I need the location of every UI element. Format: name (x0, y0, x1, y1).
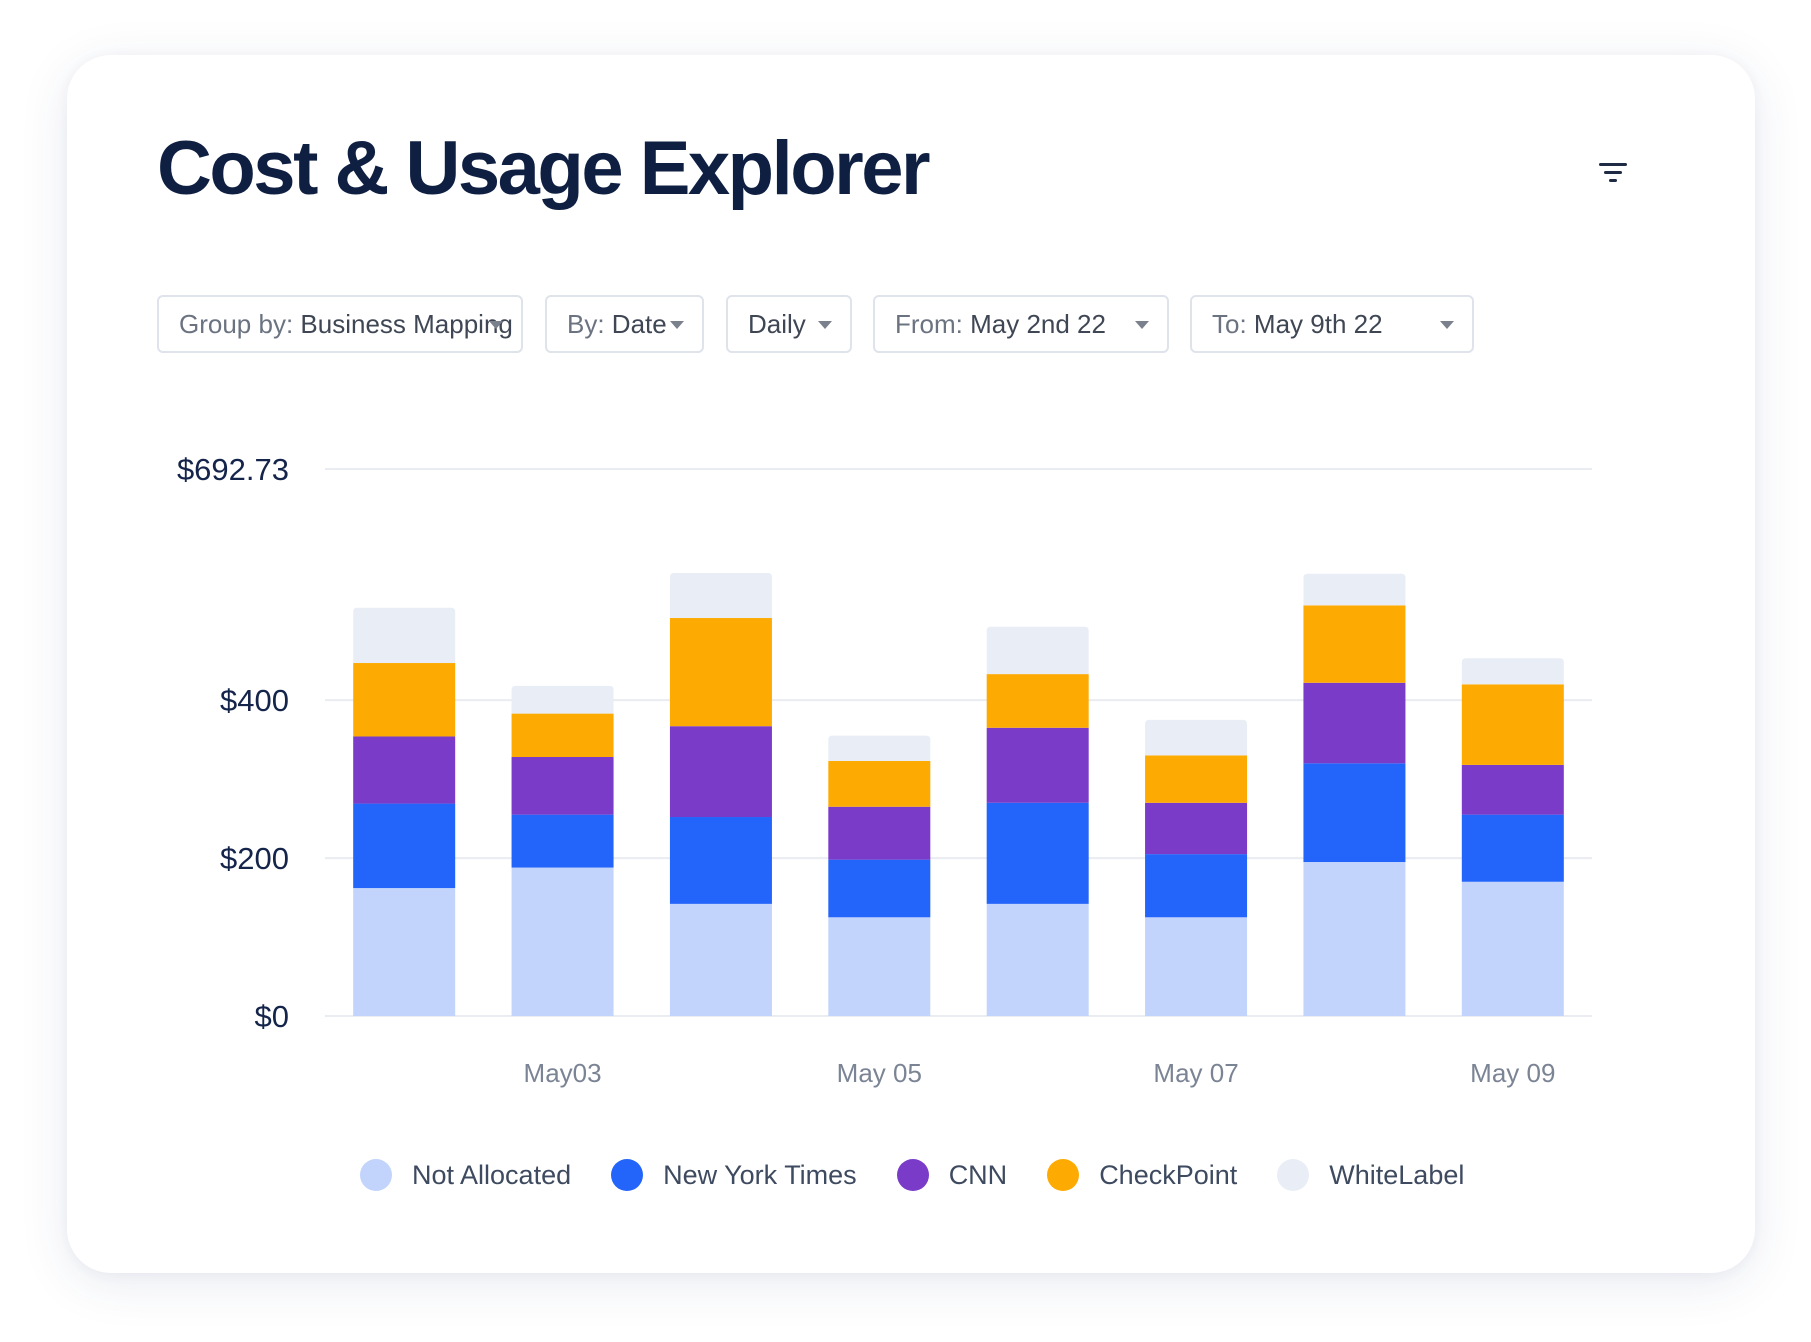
group-by-dropdown[interactable]: Group by: Business Mapping (157, 295, 523, 353)
granularity-value: Daily (748, 309, 806, 339)
chevron-down-icon (489, 321, 503, 329)
legend-label: New York Times (663, 1159, 857, 1190)
from-date-dropdown[interactable]: From: May 2nd 22 (873, 295, 1169, 353)
bar-segment[interactable] (353, 607, 456, 664)
bar-segment[interactable] (1303, 605, 1406, 683)
bar-segment[interactable] (986, 903, 1089, 1016)
legend-label: CNN (948, 1159, 1008, 1190)
bar-segment[interactable] (1145, 854, 1248, 918)
bar-segment[interactable] (511, 713, 614, 758)
legend-swatch (1277, 1159, 1310, 1191)
bar-segment[interactable] (511, 814, 614, 868)
to-date-dropdown[interactable]: To: May 9th 22 (1190, 295, 1474, 353)
y-tick-label: $200 (220, 841, 289, 876)
bar-segment[interactable] (1461, 814, 1564, 882)
legend-item[interactable]: New York Times (611, 1159, 857, 1191)
bar-segment[interactable] (828, 859, 931, 918)
bar-segment[interactable] (353, 663, 456, 737)
y-tick-label: $0 (255, 999, 289, 1034)
filter-button[interactable] (1587, 147, 1639, 199)
bar-segment[interactable] (986, 674, 1089, 728)
bar-segment[interactable] (1461, 684, 1564, 765)
y-tick-label: $400 (220, 683, 289, 718)
bar-segment[interactable] (1303, 573, 1406, 606)
bar-segment[interactable] (986, 727, 1089, 803)
bar-segment[interactable] (828, 917, 931, 1016)
bar-segment[interactable] (511, 757, 614, 815)
bar-segment[interactable] (669, 726, 772, 818)
chart-legend: Not Allocated New York Times CNN CheckPoint… (360, 1153, 1504, 1197)
bar-segment[interactable] (986, 802, 1089, 904)
bar-segment[interactable] (828, 806, 931, 860)
bar-segment[interactable] (1145, 719, 1248, 756)
legend-label: CheckPoint (1099, 1159, 1238, 1190)
group-by-value: Business Mapping (300, 309, 513, 339)
bar-segment[interactable] (1145, 917, 1248, 1016)
bar-segment[interactable] (1303, 763, 1406, 863)
bar-segment[interactable] (1303, 862, 1406, 1016)
bar-segment[interactable] (669, 573, 772, 619)
chevron-down-icon (1440, 321, 1454, 329)
legend-label: WhiteLabel (1329, 1159, 1465, 1190)
by-label: By: (567, 309, 612, 339)
bar-segment[interactable] (1461, 658, 1564, 685)
x-tick-label: May 07 (1153, 1058, 1238, 1088)
x-tick-label: May03 (524, 1058, 602, 1088)
legend-swatch (611, 1159, 644, 1191)
to-value: May 9th 22 (1253, 309, 1383, 339)
bar-segment[interactable] (353, 888, 456, 1016)
legend-item[interactable]: Not Allocated (360, 1159, 571, 1191)
legend-item[interactable]: CheckPoint (1047, 1159, 1237, 1191)
bar-segment[interactable] (353, 736, 456, 804)
to-label: To: (1212, 309, 1254, 339)
stacked-bar-chart: $0 $200 $400 $692.73 May03 May 05 May 07 May 09 (177, 452, 1592, 1088)
legend-swatch (896, 1159, 929, 1191)
bar-segment[interactable] (828, 735, 931, 761)
bar-segment[interactable] (986, 626, 1089, 675)
group-by-label: Group by: (179, 309, 301, 339)
chevron-down-icon (670, 321, 684, 329)
bar-segment[interactable] (669, 618, 772, 727)
filter-lines-icon (1599, 163, 1627, 182)
bar-segment[interactable] (1461, 881, 1564, 1016)
chevron-down-icon (818, 321, 832, 329)
bar-segment[interactable] (669, 817, 772, 904)
bar-segment[interactable] (511, 685, 614, 714)
explorer-card: Cost & Usage Explorer Group by: Business… (67, 55, 1755, 1273)
x-tick-label: May 05 (837, 1058, 922, 1088)
bar-segment[interactable] (669, 903, 772, 1016)
legend-swatch (360, 1159, 392, 1191)
page-title: Cost & Usage Explorer (157, 126, 931, 211)
from-value: May 2nd 22 (970, 309, 1106, 339)
bar-segment[interactable] (828, 760, 931, 807)
bar-segment[interactable] (1145, 802, 1248, 855)
legend-item[interactable]: CNN (896, 1159, 1008, 1191)
by-dropdown[interactable]: By: Date (545, 295, 704, 353)
bar-segment[interactable] (353, 803, 456, 889)
chevron-down-icon (1135, 321, 1149, 329)
bar-segment[interactable] (511, 867, 614, 1016)
by-value: Date (611, 309, 667, 339)
x-tick-label: May 09 (1470, 1058, 1555, 1088)
bar-segment[interactable] (1145, 755, 1248, 803)
bar-segment[interactable] (1461, 764, 1564, 815)
from-label: From: (895, 309, 971, 339)
legend-item[interactable]: WhiteLabel (1277, 1159, 1464, 1191)
bar-segment[interactable] (1303, 682, 1406, 764)
legend-label: Not Allocated (412, 1159, 572, 1190)
granularity-dropdown[interactable]: Daily (726, 295, 852, 353)
y-tick-label: $692.73 (177, 452, 289, 487)
legend-swatch (1047, 1159, 1080, 1191)
